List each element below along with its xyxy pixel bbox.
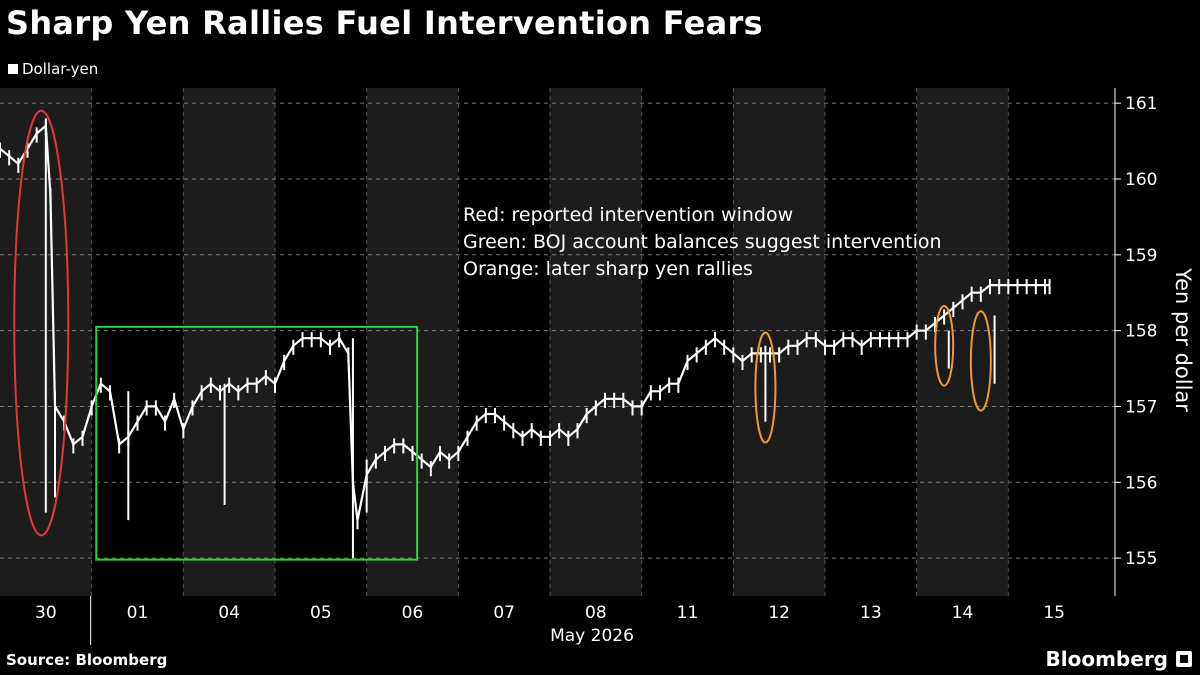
shade-06 [366, 88, 459, 596]
x-axis: 30 01 04 05 06 07 08 11 12 13 14 15 May 2026 [35, 596, 1065, 646]
x-tick-label-04: 04 [218, 603, 240, 623]
shade-08 [550, 88, 642, 596]
shade-12 [733, 88, 825, 596]
x-tick-label-08: 08 [585, 603, 607, 623]
legend-swatch [8, 64, 18, 74]
y-axis: 155 156 157 158 159 160 161 [1114, 88, 1157, 596]
x-tick-label-07: 07 [493, 603, 515, 623]
y-tick-label: 157 [1125, 397, 1157, 417]
orange-rally-ellipse [754, 331, 777, 444]
y-tick-label: 159 [1125, 246, 1157, 266]
y-tick-label: 156 [1125, 473, 1157, 493]
y-axis-label: Yen per dollar [1171, 267, 1195, 412]
y-tick-label: 155 [1125, 549, 1157, 569]
annotation-text: Green: BOJ account balances suggest inte… [463, 231, 942, 253]
gridlines [0, 88, 1115, 596]
day-shading [0, 88, 1009, 596]
plot-area [0, 118, 1051, 559]
shade-14 [916, 88, 1009, 596]
x-tick-label-14: 14 [952, 603, 974, 623]
annotation-text: Orange: later sharp yen rallies [463, 258, 753, 280]
highlight-shapes [13, 109, 992, 561]
y-tick-label: 158 [1125, 322, 1157, 342]
green-intervention-box [95, 325, 419, 561]
bloomberg-badge-icon [1176, 651, 1192, 667]
x-tick-label-11: 11 [677, 603, 699, 623]
series-line [0, 124, 1050, 522]
chart-title: Sharp Yen Rallies Fuel Intervention Fear… [6, 4, 763, 42]
red-intervention-ellipse [13, 109, 70, 537]
annotations: Red: reported intervention window Green: … [463, 204, 942, 280]
x-month-label: May 2026 [550, 626, 634, 646]
brand-name: Bloomberg [1045, 647, 1168, 671]
x-tick-label-06: 06 [402, 603, 424, 623]
x-tick-label-05: 05 [310, 603, 332, 623]
x-tick-label-15: 15 [1043, 603, 1065, 623]
x-tick-label-01: 01 [127, 603, 149, 623]
y-tick-label: 161 [1125, 94, 1157, 114]
bloomberg-logo: Bloomberg [1046, 647, 1192, 671]
legend: Dollar-yen [8, 60, 98, 78]
annotation-text: Red: reported intervention window [463, 204, 793, 226]
x-tick-label-13: 13 [860, 603, 882, 623]
orange-rally-ellipse [934, 304, 955, 387]
orange-rally-ellipse [969, 310, 992, 412]
x-tick-label-30: 30 [35, 603, 57, 623]
x-tick-label-12: 12 [768, 603, 790, 623]
shade-04 [183, 88, 275, 596]
y-tick-label: 160 [1125, 170, 1157, 190]
source-note: Source: Bloomberg [6, 651, 168, 669]
legend-label: Dollar-yen [22, 60, 99, 78]
